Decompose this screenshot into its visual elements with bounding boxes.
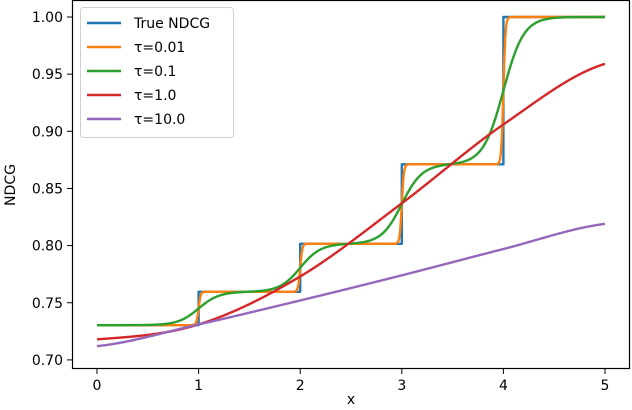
x-tick-label: 3 bbox=[397, 378, 406, 394]
y-axis-ticks: 0.70 0.75 0.80 0.85 0.90 0.95 1.00 bbox=[32, 10, 72, 369]
axes-frame bbox=[71, 0, 631, 370]
x-axis-label: x bbox=[347, 392, 355, 408]
x-tick-label: 4 bbox=[499, 378, 508, 394]
legend-label: True NDCG bbox=[133, 16, 210, 32]
legend-label: τ=10.0 bbox=[134, 112, 185, 128]
plot-lines bbox=[96, 15, 606, 348]
y-tick-label: 1.00 bbox=[32, 10, 63, 26]
y-axis-label: NDCG bbox=[3, 164, 19, 206]
y-tick-label: 0.90 bbox=[32, 124, 63, 140]
x-axis-ticks: 0 1 2 3 4 5 bbox=[93, 369, 610, 394]
series-line bbox=[96, 15, 606, 327]
legend: True NDCG τ=0.01 τ=0.1 τ=1.0 τ=10.0 bbox=[80, 7, 234, 138]
y-tick-label: 0.75 bbox=[32, 296, 63, 312]
legend-box bbox=[80, 7, 234, 138]
y-tick-label: 0.95 bbox=[32, 67, 63, 83]
x-tick-label: 2 bbox=[296, 378, 305, 394]
legend-label: τ=0.1 bbox=[134, 64, 176, 80]
legend-label: τ=1.0 bbox=[134, 88, 176, 104]
x-tick-label: 5 bbox=[601, 378, 610, 394]
legend-label: τ=0.01 bbox=[134, 40, 185, 56]
series-line bbox=[96, 222, 606, 348]
y-tick-label: 0.85 bbox=[32, 181, 63, 197]
y-tick-label: 0.70 bbox=[32, 353, 63, 369]
x-tick-label: 0 bbox=[93, 378, 102, 394]
x-tick-label: 1 bbox=[194, 378, 203, 394]
y-tick-label: 0.80 bbox=[32, 239, 63, 255]
